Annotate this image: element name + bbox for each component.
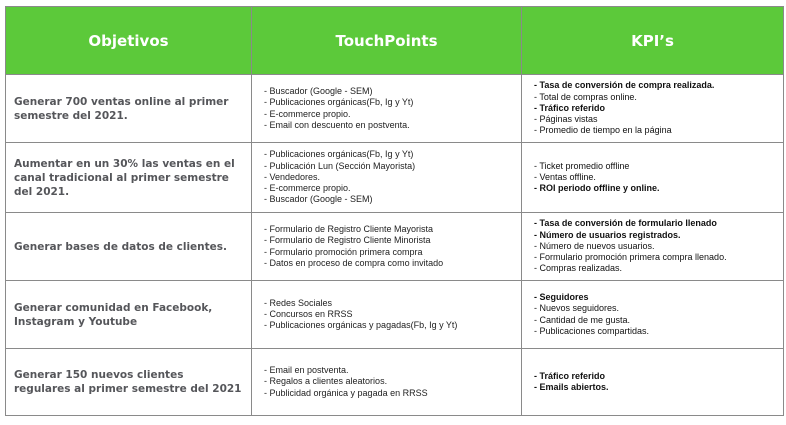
- touchpoints-list: - Formulario de Registro Cliente Mayoris…: [264, 224, 521, 269]
- kpi-item: - Total de compras online.: [534, 91, 637, 102]
- kpis-list: - Tasa de conversión de compra realizada…: [534, 80, 783, 136]
- touchpoint-item: - Email en postventa.: [264, 365, 349, 376]
- touchpoint-item: - Publicaciones orgánicas y pagadas(Fb, …: [264, 320, 458, 331]
- touchpoint-item: - Formulario de Registro Cliente Mayoris…: [264, 223, 434, 234]
- touchpoints-cell: - Email en postventa. - Regalos a cliente…: [251, 348, 522, 416]
- kpi-item: - Número de nuevos usuarios.: [534, 240, 655, 251]
- table-body: Generar 700 ventas online al primer seme…: [5, 74, 784, 416]
- kpi-item: - Ticket promedio offline: [534, 160, 630, 171]
- touchpoint-item: - Email con descuento en postventa.: [264, 119, 410, 130]
- kpis-list: - Tasa de conversión de formulario llena…: [534, 218, 783, 274]
- kpi-item: - Compras realizadas.: [534, 263, 623, 274]
- touchpoint-item: - E-commerce propio.: [264, 183, 351, 194]
- kpi-item: - Tasa de conversión de compra realizada…: [534, 80, 715, 91]
- touchpoints-cell: - Buscador (Google - SEM) - Publicaciones…: [251, 74, 522, 143]
- kpi-item: - Nuevos seguidores.: [534, 303, 620, 314]
- header-touchpoints: TouchPoints: [251, 6, 522, 75]
- touchpoints-list: - Redes Sociales - Concursos en RRSS - Pub…: [264, 298, 521, 332]
- kpis-list: - Ticket promedio offline - Ventas offlin…: [534, 161, 783, 195]
- touchpoint-item: - Regalos a clientes aleatorios.: [264, 376, 388, 387]
- kpi-item: - Publicaciones compartidas.: [534, 325, 650, 336]
- touchpoint-item: - Concursos en RRSS: [264, 308, 353, 319]
- table-row: Generar bases de datos de clientes. - For…: [5, 212, 784, 281]
- touchpoint-item: - Publicaciones orgánicas(Fb, Ig y Yt): [264, 149, 414, 160]
- kpi-item: - Formulario promoción primera compra ll…: [534, 252, 727, 263]
- kpis-cell: - Tasa de conversión de formulario llena…: [521, 212, 784, 281]
- kpi-item: - Ventas offline.: [534, 171, 596, 182]
- kpis-cell: - Seguidores - Nuevos seguidores. - Cantid…: [521, 280, 784, 349]
- touchpoint-item: - Publicación Lun (Sección Mayorista): [264, 160, 416, 171]
- touchpoint-item: - Formulario promoción primera compra: [264, 246, 423, 257]
- table-row: Generar 150 nuevos clientes regulares al…: [5, 348, 784, 416]
- touchpoints-list: - Email en postventa. - Regalos a cliente…: [264, 365, 521, 399]
- touchpoint-item: - Buscador (Google - SEM): [264, 85, 373, 96]
- touchpoint-item: - Publicaciones orgánicas(Fb, Ig y Yt): [264, 97, 414, 108]
- kpi-item: - Promedio de tiempo en la página: [534, 125, 672, 136]
- table-row: Generar comunidad en Facebook, Instagram…: [5, 280, 784, 349]
- table-header-row: Objetivos TouchPoints KPI’s: [5, 6, 784, 75]
- kpis-cell: - Tráfico referido - Emails abiertos.: [521, 348, 784, 416]
- touchpoints-cell: - Formulario de Registro Cliente Mayoris…: [251, 212, 522, 281]
- touchpoint-item: - Vendedores.: [264, 171, 321, 182]
- objectives-kpi-table: Objetivos TouchPoints KPI’s Generar 700 …: [5, 6, 784, 416]
- kpi-item: - Número de usuarios registrados.: [534, 229, 681, 240]
- kpi-item: - ROI periodo offline y online.: [534, 183, 660, 194]
- touchpoint-item: - Redes Sociales: [264, 297, 333, 308]
- touchpoint-item: - E-commerce propio.: [264, 108, 351, 119]
- touchpoints-list: - Publicaciones orgánicas(Fb, Ig y Yt) - …: [264, 149, 521, 205]
- objective-cell: Generar 150 nuevos clientes regulares al…: [5, 348, 252, 416]
- touchpoint-item: - Datos en proceso de compra como invita…: [264, 257, 444, 268]
- objective-cell: Generar comunidad en Facebook, Instagram…: [5, 280, 252, 349]
- kpi-item: - Seguidores: [534, 291, 589, 302]
- kpi-item: - Cantidad de me gusta.: [534, 314, 631, 325]
- objective-cell: Generar bases de datos de clientes.: [5, 212, 252, 281]
- touchpoint-item: - Publicidad orgánica y pagada en RRSS: [264, 387, 428, 398]
- table-row: Generar 700 ventas online al primer seme…: [5, 74, 784, 143]
- touchpoints-cell: - Redes Sociales - Concursos en RRSS - Pub…: [251, 280, 522, 349]
- kpis-cell: - Ticket promedio offline - Ventas offlin…: [521, 142, 784, 213]
- kpis-list: - Tráfico referido - Emails abiertos.: [534, 371, 783, 394]
- header-kpis: KPI’s: [521, 6, 784, 75]
- kpi-item: - Tráfico referido: [534, 370, 606, 381]
- touchpoint-item: - Buscador (Google - SEM): [264, 194, 373, 205]
- kpis-cell: - Tasa de conversión de compra realizada…: [521, 74, 784, 143]
- kpi-item: - Tráfico referido: [534, 102, 606, 113]
- touchpoints-list: - Buscador (Google - SEM) - Publicaciones…: [264, 86, 521, 131]
- touchpoint-item: - Formulario de Registro Cliente Minoris…: [264, 235, 431, 246]
- kpi-item: - Páginas vistas: [534, 114, 598, 125]
- table-row: Aumentar en un 30% las ventas en el cana…: [5, 142, 784, 213]
- objective-cell: Aumentar en un 30% las ventas en el cana…: [5, 142, 252, 213]
- touchpoints-cell: - Publicaciones orgánicas(Fb, Ig y Yt) - …: [251, 142, 522, 213]
- objective-cell: Generar 700 ventas online al primer seme…: [5, 74, 252, 143]
- kpi-item: - Tasa de conversión de formulario llena…: [534, 218, 717, 229]
- kpis-list: - Seguidores - Nuevos seguidores. - Cantid…: [534, 292, 783, 337]
- kpi-item: - Emails abiertos.: [534, 382, 609, 392]
- header-objetivos: Objetivos: [5, 6, 252, 75]
